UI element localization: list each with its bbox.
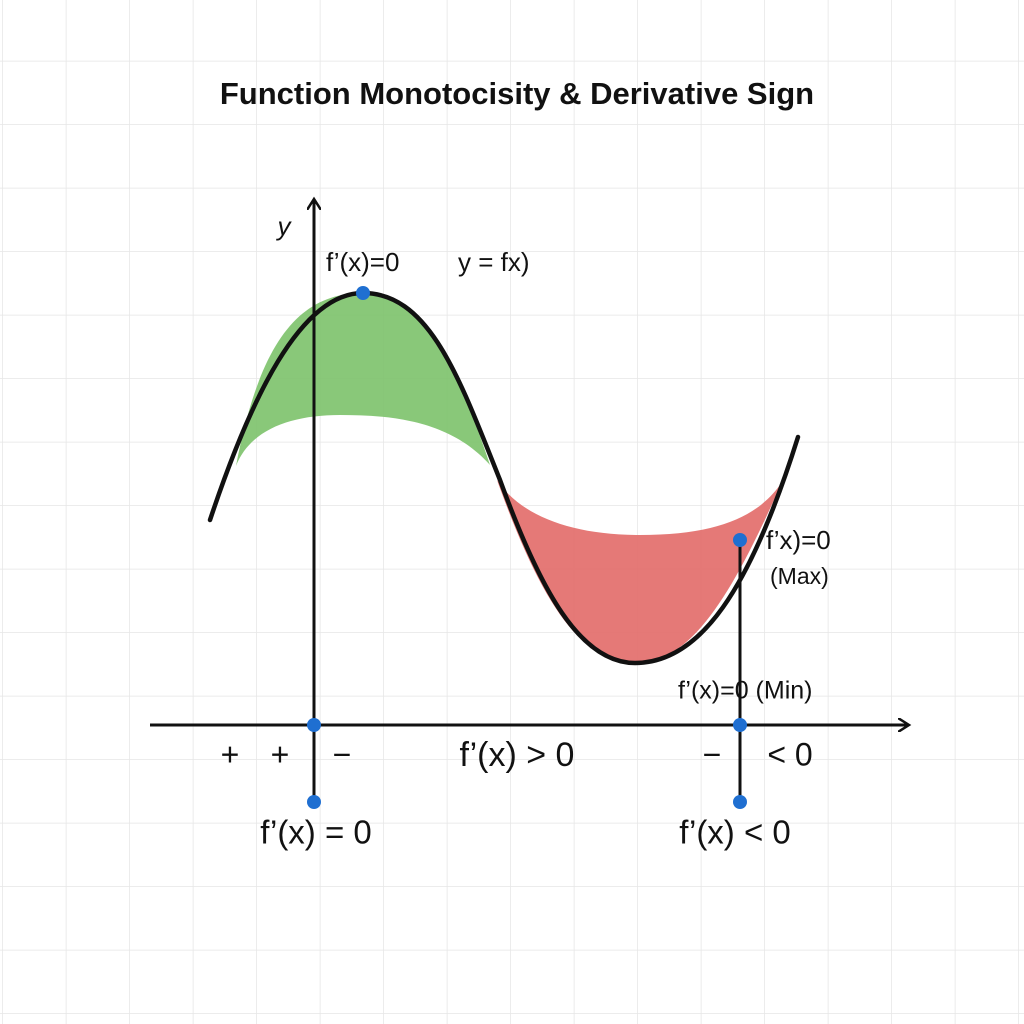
point [733,533,747,547]
max-point [356,286,370,300]
function-curve [207,290,801,666]
annotation: f’(x)=0 (Min) [678,677,813,705]
annotation: (Max) [770,563,829,589]
annotation: f’(x)=0 [326,247,399,277]
title: Function Monotocisity & Derivative Sign [220,76,814,111]
sign-label: < 0 [767,736,812,772]
point [307,718,321,732]
increasing-region [236,293,490,466]
point [733,795,747,809]
annotation: f’x)=0 [766,525,831,555]
curve-label: y = fx) [458,247,530,277]
annotation: f’(x) < 0 [679,814,791,851]
sign: − [703,736,722,772]
sign: + [271,736,290,772]
annotation: f’(x) = 0 [260,814,372,851]
points [307,286,747,809]
point [733,718,747,732]
sign: − [333,736,352,772]
point [307,795,321,809]
sign-label: f’(x) > 0 [460,736,575,774]
y-axis-label: y [276,211,293,241]
decreasing-region [497,480,782,663]
sign: + [221,736,240,772]
